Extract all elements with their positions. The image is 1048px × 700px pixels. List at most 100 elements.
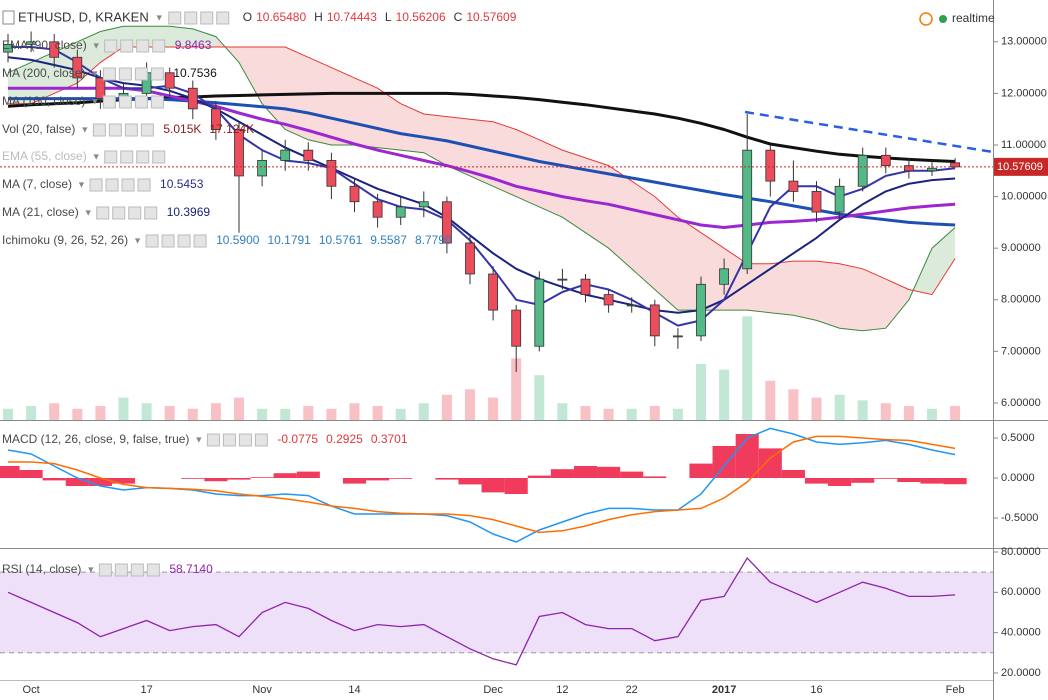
cloud-fill [470,119,494,187]
histogram-bar [389,478,413,479]
cloud-fill [239,47,263,104]
y-tick-label: 11.00000 [1001,139,1046,151]
volume-bar [649,406,660,420]
volume-bar [580,406,591,420]
study-icon [150,67,164,81]
histogram-bar [851,478,875,483]
study-icon [136,39,150,53]
candle-body [395,206,406,218]
candle-body [257,160,268,177]
x-tick-label: Feb [946,684,965,696]
study-label: MACD (12, 26, close, 9, false, true) [2,432,189,446]
study-icon [114,563,128,577]
candle-body [857,154,868,187]
x-tick-label: 12 [556,684,568,696]
study-icon [152,39,166,53]
study-icon [136,150,150,164]
study-icon [92,123,106,137]
histogram-bar [597,466,621,478]
y-tick-label: 6.00000 [1001,397,1041,409]
dropdown-arrow: ▼ [194,434,203,444]
dropdown-arrow: ▼ [92,40,101,50]
histogram-bar [689,463,713,478]
study-label: EMA (55, close) [2,149,87,163]
volume-bar [26,406,37,420]
volume-bar [742,316,753,420]
study-icon [118,67,132,81]
y-tick-label: 0.5000 [1001,432,1035,444]
cloud-fill [354,77,378,148]
cloud-fill [701,232,725,311]
y-tick-label: 60.0000 [1001,586,1041,598]
volume-bar [626,408,637,420]
histogram-bar [620,471,644,478]
candle-body [26,41,37,45]
y-tick-label: 12.00000 [1001,87,1047,99]
histogram-bar [874,478,898,479]
histogram-bar [458,478,482,485]
study-icon [102,67,116,81]
ohlc-key: O [243,10,252,24]
y-tick-label: 80.0000 [1001,546,1041,558]
rsi-line [7,557,956,666]
candle-body [534,278,545,347]
volume-bar [857,400,868,420]
mark-layer [0,31,993,666]
volume-bar [465,389,475,420]
volume-bar [950,405,961,420]
price-tag-label: 10.57609 [997,161,1043,173]
candle-body [418,201,429,208]
study-icon [222,433,236,447]
x-tick-label: 17 [140,684,152,696]
cloud-fill [631,181,655,290]
cloud-fill [932,227,956,295]
volume-bar [118,397,129,420]
dropdown-arrow: ▼ [133,235,142,245]
plot-layer [0,25,993,654]
study-label: Ichimoku (9, 26, 52, 26) [2,233,128,247]
study-value: -0.0775 [277,432,318,446]
dropdown-arrow: ▼ [80,124,89,134]
histogram-bar [250,477,274,478]
candle-body [811,191,822,213]
study-icon [140,123,154,137]
x-tick-label: 14 [348,684,360,696]
dropdown-arrow: ▼ [155,12,164,22]
cloud-fill [446,116,470,176]
y-tick-label: 20.0000 [1001,667,1041,679]
candle-body [372,201,383,218]
candle-body [280,149,291,161]
study-icon [128,206,142,220]
cloud-fill [654,196,678,311]
cloud-fill [77,31,101,84]
study-icon [89,178,103,192]
histogram-bar [204,478,228,482]
histogram-bar [804,478,829,484]
volume-bar [395,408,406,420]
cloud-fill [793,261,817,321]
study-value: 10.5761 [319,233,363,247]
candle-body [788,180,799,192]
candle-body [465,242,475,275]
cloud-fill [885,279,909,329]
histogram-bar [42,478,66,481]
volume-bar [834,394,845,420]
volume-bar [3,408,13,420]
candle-body [303,149,314,161]
y-tick-label: 10.00000 [1001,190,1047,202]
cloud-fill [677,217,701,311]
histogram-bar [227,478,251,480]
study-icon [206,433,220,447]
histogram-bar [781,470,805,478]
cloud-fill [400,103,424,153]
volume-bar [488,397,499,420]
study-icon [137,178,151,192]
candle-body [234,129,244,177]
histogram-bar [758,448,782,478]
candle-body [72,56,83,79]
volume-bar [418,403,429,420]
study-icon [161,234,175,248]
histogram-bar [0,466,20,478]
